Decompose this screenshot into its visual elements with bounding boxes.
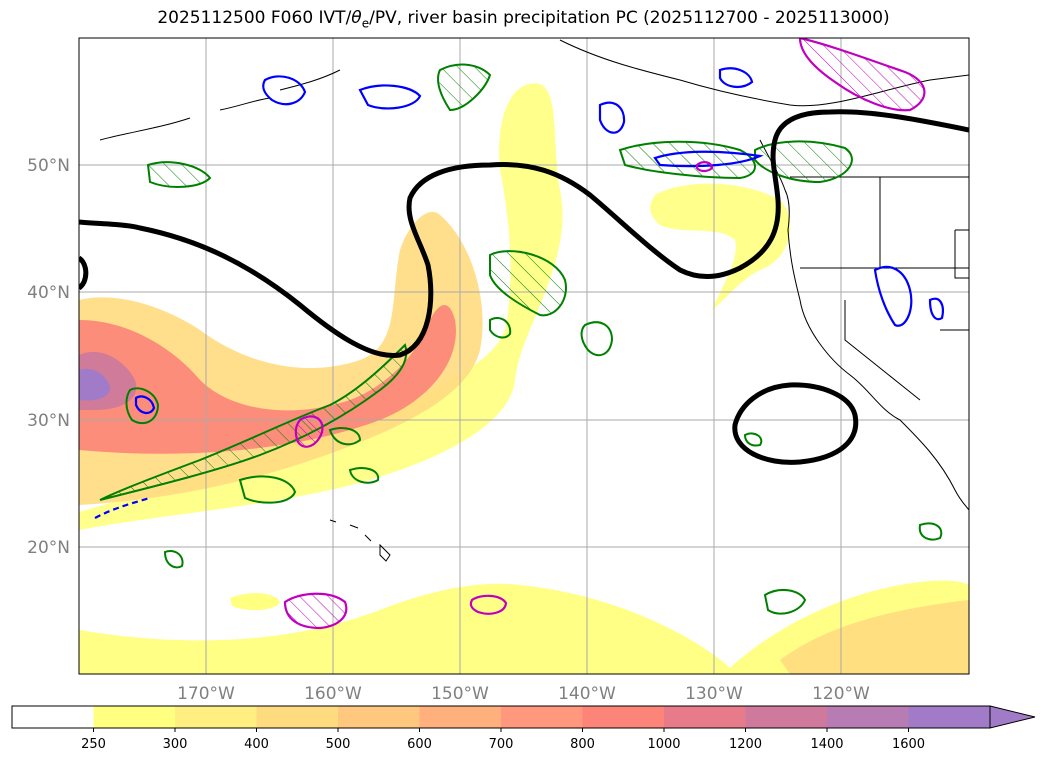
precip-blob-4 [238,475,297,504]
colorbar: 250 300 400 500 600 700 800 1000 1200 1400 1600 [11,705,1036,752]
ivt-ar-core [79,305,456,454]
colorbar-segment [338,706,420,728]
precip-blob-12 [163,550,184,569]
colorbar-tick-label: 250 [81,737,106,752]
lat-label: 30°N [27,411,70,431]
lon-label: 160°W [304,684,362,704]
ivt-south-core [780,600,969,674]
lat-label: 40°N [27,283,70,303]
us-west-coast [787,229,969,511]
ivt-ne-plume [650,183,791,310]
longitude-labels: 170°W 160°W 150°W 140°W 130°W 120°W [177,684,870,704]
aleutian-islands [99,69,341,141]
lon-label: 120°W [812,684,870,704]
pv-contour-sw [134,395,156,415]
theta-e-main [79,109,969,359]
hatched-region-bc [695,161,714,173]
latitude-labels: 50°N 40°N 30°N 20°N [27,156,70,558]
lon-label: 170°W [177,684,235,704]
title-prefix: 2025112500 F060 IVT/ [157,8,352,28]
precip-blob-1 [489,250,567,317]
precip-blob-2 [580,321,614,357]
precip-blob-14 [328,427,362,446]
colorbar-segment [582,706,665,728]
colorbar-segment [664,706,746,728]
lon-label: 130°W [685,684,743,704]
hatched-region-south-2 [469,594,508,615]
lon-label: 150°W [431,684,489,704]
colorbar-segment [745,706,828,728]
colorbar-tick-label: 600 [407,737,432,752]
colorbar-segment [908,706,991,728]
colorbar-segment [256,706,339,728]
colorbar-segment [827,706,909,728]
colorbar-extend-arrow [989,705,1036,729]
colorbar-segment [419,706,502,728]
precip-blob-8 [437,63,492,112]
hatched-region-south [283,592,348,630]
colorbar-tick-label: 500 [326,737,351,752]
precip-blob-10 [763,588,807,615]
ivt-south-band [79,580,969,674]
precip-ar-band [99,343,408,501]
chart-title: 2025112500 F060 IVT/θe/PV, river basin p… [0,8,1047,30]
colorbar-tick-label: 800 [570,737,595,752]
colorbar-tick-label: 1000 [647,737,680,752]
title-theta: θ [351,8,362,28]
theta-e-west-edge [79,255,89,291]
colorbar-tick-label: 1200 [729,737,762,752]
theta-e-contours [79,109,969,465]
precip-blob-9 [125,387,160,425]
map-frame [78,37,970,675]
lat-label: 20°N [27,538,70,558]
ivt-ar-max [79,368,110,401]
title-suffix: /PV, river basin precipitation PC (20251… [369,8,890,28]
colorbar-tick-label: 1400 [810,737,843,752]
pv-contours [94,67,944,519]
precip-blob-13 [743,432,763,447]
precip-blob-6 [618,140,756,180]
pv-contour-interior-2 [928,297,944,321]
precip-blob-5 [146,161,212,188]
pv-contour-ridge [718,67,754,88]
pv-contour-alaska-2 [358,84,422,110]
title-theta-sub: e [361,16,370,31]
hatched-region-north [798,38,926,112]
precip-contours [99,63,943,615]
colorbar-tick-label: 400 [244,737,269,752]
hawaii-islands [329,519,391,562]
colorbar-segment [12,706,94,728]
precip-blob-3 [489,316,512,339]
lat-label: 50°N [27,156,70,176]
colorbar-tick-label: 700 [489,737,514,752]
theta-e-closed-low [732,382,859,465]
ivt-small-blob [230,593,280,611]
ivt-shading [79,83,969,674]
pv-contour-alaska-1 [262,75,307,106]
pv-contour-bc [653,150,764,168]
colorbar-tick-label: 1600 [892,737,925,752]
pv-contour-interior [873,265,913,327]
map-plot-area [79,38,969,674]
precip-blob-11 [918,522,943,541]
pv-contour-gulf [598,101,626,134]
hatched-regions [283,38,926,630]
ivt-ar-outer [79,83,563,530]
pv-contour-dash [94,496,151,519]
lon-label: 140°W [558,684,616,704]
colorbar-tick-label: 300 [163,737,188,752]
colorbar-segment [175,706,257,728]
hatched-region-west [294,415,324,448]
colorbar-segment [93,706,176,728]
precip-blob-15 [348,467,380,484]
colorbar-segment [501,706,583,728]
